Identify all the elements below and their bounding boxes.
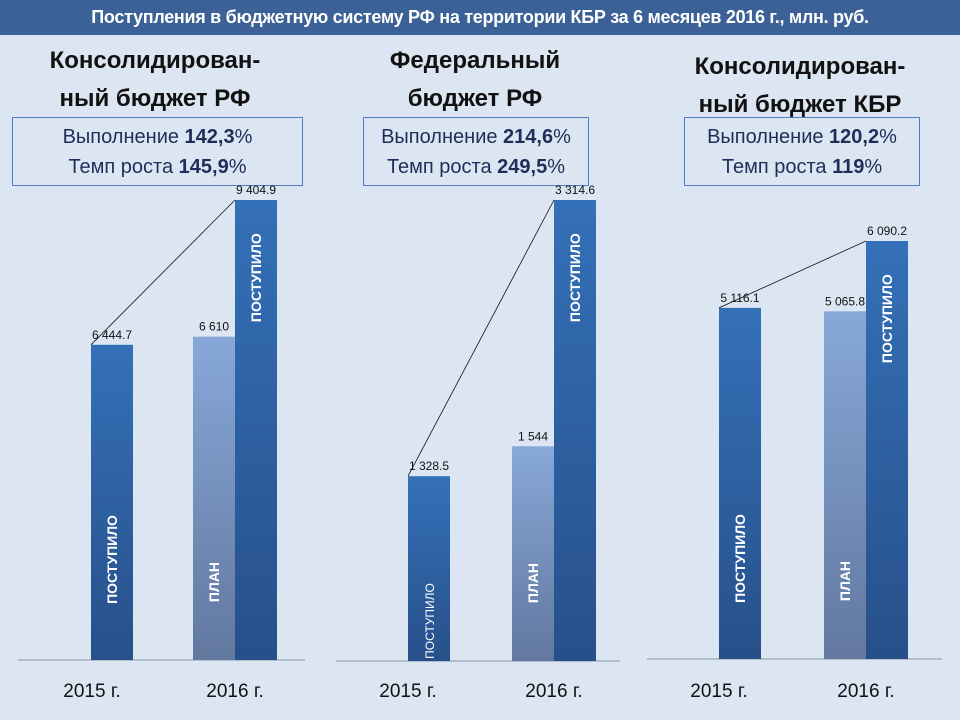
value-label: 5 065.8 (825, 294, 865, 308)
execution-line: Выполнение 142,3% (13, 122, 302, 152)
title-line: бюджет РФ (407, 85, 543, 112)
pct: % (879, 126, 897, 148)
execution-line: Выполнение 120,2% (685, 122, 919, 152)
value: 120,2 (829, 126, 880, 148)
label: Выполнение (707, 126, 830, 148)
title-line: Консолидирован- (49, 47, 261, 74)
value-label: 1 328.5 (409, 459, 449, 473)
growth-line: Темп роста 145,9% (13, 152, 302, 182)
bar-inner-label: ПОСТУПИЛО (104, 515, 120, 604)
x-tick-label: 2016 г. (206, 681, 263, 702)
panel-title-2: Федеральный бюджет РФ (330, 42, 620, 118)
growth-connector-line (90, 199, 236, 346)
title-line: ный бюджет КБР (698, 91, 902, 118)
bar-plan (824, 311, 866, 659)
value: 142,3 (184, 126, 235, 148)
bar-inner-label: ПОСТУПИЛО (732, 514, 748, 603)
growth-connector-line (718, 240, 867, 309)
bar-received (235, 200, 277, 660)
x-tick-label: 2016 г. (837, 681, 894, 702)
x-tick-label: 2015 г. (63, 681, 120, 702)
value-label: 6 444.7 (92, 328, 132, 342)
label: Темп роста (721, 156, 833, 178)
panel-title-3: Консолидирован-ный бюджет КБР (655, 48, 945, 124)
label: Темп роста (68, 156, 179, 178)
bar-inner-label: ПОСТУПИЛО (248, 233, 264, 322)
stats-box-3: Выполнение 120,2% Темп роста 119% (684, 117, 920, 186)
bar-inner-label: ПЛАН (525, 563, 541, 603)
value-label: 1 544 (518, 429, 548, 443)
bar-inner-label: ПЛАН (206, 562, 222, 602)
bar-received (408, 476, 450, 661)
bar-inner-label: ПОСТУПИЛО (879, 274, 895, 363)
slide-title: Поступления в бюджетную систему РФ на те… (0, 0, 960, 35)
label: Выполнение (62, 126, 185, 148)
stats-box-2: Выполнение 214,6% Темп роста 249,5% (363, 117, 589, 186)
growth-line: Темп роста 119% (685, 152, 919, 182)
x-tick-label: 2015 г. (379, 681, 436, 702)
title-line: ный бюджет РФ (59, 85, 251, 112)
value-label: 6 610 (199, 320, 229, 334)
bar-inner-label: ПОСТУПИЛО (567, 233, 583, 322)
x-tick-label: 2015 г. (690, 681, 747, 702)
growth-line: Темп роста 249,5% (364, 152, 588, 182)
value-label: 9 404.9 (236, 183, 276, 197)
execution-line: Выполнение 214,6% (364, 122, 588, 152)
growth-connector-line (407, 199, 555, 477)
value: 119 (832, 156, 865, 178)
bar-plan (512, 446, 554, 661)
pct: % (228, 156, 247, 178)
stats-box-1: Выполнение 142,3% Темп роста 145,9% (12, 117, 303, 186)
bar-received (91, 344, 133, 660)
bar-inner-label: ПЛАН (837, 561, 853, 601)
pct: % (234, 126, 253, 148)
pct: % (864, 156, 883, 178)
bar-inner-label: ПОСТУПИЛО (423, 583, 437, 659)
label: Темп роста (386, 156, 498, 178)
bar-plan (193, 336, 235, 660)
title-line: Консолидирован- (694, 53, 906, 80)
value-label: 6 090.2 (867, 224, 907, 238)
bar-received (719, 307, 761, 659)
value: 249,5 (497, 156, 548, 178)
label: Выполнение (381, 126, 504, 148)
value-label: 3 314.6 (555, 183, 595, 197)
value: 145,9 (178, 156, 229, 178)
pct: % (547, 156, 566, 178)
bar-received (866, 241, 908, 659)
bar-received (554, 200, 596, 661)
pct: % (553, 126, 571, 148)
value: 214,6 (503, 126, 554, 148)
title-line: Федеральный (389, 47, 561, 74)
x-tick-label: 2016 г. (525, 681, 582, 702)
panel-title-1: Консолидирован-ный бюджет РФ (10, 42, 300, 118)
